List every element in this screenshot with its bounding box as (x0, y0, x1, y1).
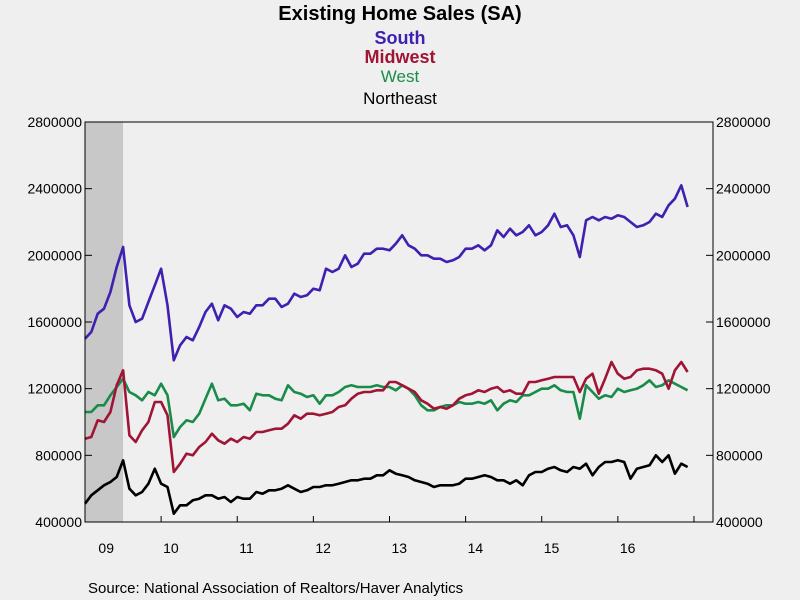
y-tick-label-left: 1200000 (27, 381, 82, 397)
y-tick-label-left: 2400000 (27, 181, 82, 197)
y-axis-left: 400000 800000 1200000 1600000 2000000 2400000… (27, 114, 92, 530)
x-tick-label: 14 (468, 540, 484, 556)
chart-titles: Existing Home Sales (SA) SouthMidwestWes… (278, 3, 521, 108)
y-tick-label-left: 2000000 (27, 247, 82, 263)
y-tick-label-left: 400000 (35, 514, 82, 530)
chart-title: Existing Home Sales (SA) (278, 3, 521, 25)
x-tick-label: 12 (315, 540, 331, 556)
y-tick-label-right: 800000 (716, 447, 763, 463)
legend-entry-west: West (381, 67, 420, 86)
y-tick-label-right: 2000000 (716, 247, 771, 263)
x-tick-label: 10 (163, 540, 179, 556)
x-tick-label: 13 (391, 540, 407, 556)
y-tick-label-right: 1600000 (716, 314, 771, 330)
y-tick-label-left: 1600000 (27, 314, 82, 330)
series-line-northeast (83, 453, 689, 516)
legend-entry-northeast: Northeast (363, 89, 437, 108)
source-note: Source: National Association of Realtors… (88, 580, 463, 597)
legend-entry-south: South (375, 28, 426, 48)
series-layer (83, 184, 689, 516)
series-line-midwest (84, 360, 689, 474)
y-tick-label-right: 2800000 (716, 114, 771, 130)
series-line-south (84, 184, 689, 362)
y-tick-label-right: 1200000 (716, 381, 771, 397)
x-tick-label: 16 (620, 540, 636, 556)
x-axis: 09 10 11 12 13 14 15 16 (84, 516, 695, 556)
y-tick-label-right: 2400000 (716, 181, 771, 197)
y-axis-right: 400000 800000 1200000 1600000 2000000 2400000… (706, 114, 771, 530)
plot-frame (84, 121, 714, 523)
y-tick-label-left: 2800000 (27, 114, 82, 130)
x-tick-label: 11 (239, 540, 254, 556)
x-tick-label: 09 (98, 540, 114, 556)
y-tick-label-left: 800000 (35, 447, 82, 463)
y-tick-label-right: 400000 (716, 514, 763, 530)
legend-entry-midwest: Midwest (364, 47, 435, 67)
x-tick-label: 15 (544, 540, 560, 556)
